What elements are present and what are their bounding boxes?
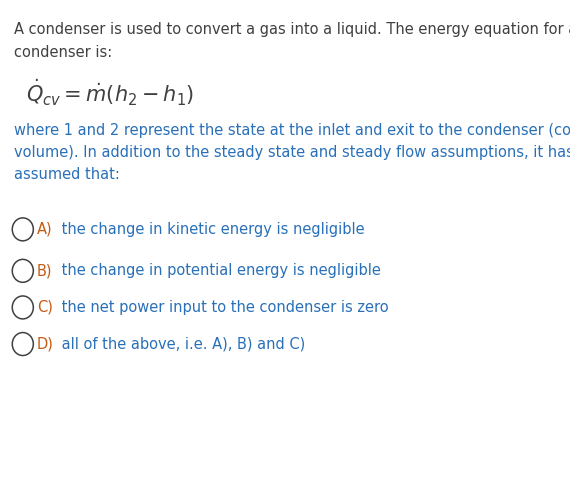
Text: the change in kinetic energy is negligible: the change in kinetic energy is negligib… (57, 222, 365, 237)
Text: volume). In addition to the steady state and steady flow assumptions, it has bee: volume). In addition to the steady state… (14, 145, 570, 160)
Text: the net power input to the condenser is zero: the net power input to the condenser is … (57, 300, 389, 315)
Text: where 1 and 2 represent the state at the inlet and exit to the condenser (contro: where 1 and 2 represent the state at the… (14, 123, 570, 138)
Text: assumed that:: assumed that: (14, 167, 120, 182)
Text: condenser is:: condenser is: (14, 45, 112, 60)
Text: all of the above, i.e. A), B) and C): all of the above, i.e. A), B) and C) (57, 337, 306, 351)
Text: C): C) (37, 300, 53, 315)
Text: the change in potential energy is negligible: the change in potential energy is neglig… (57, 264, 381, 278)
Text: B): B) (37, 264, 52, 278)
Text: $\dot{Q}_{cv} = \dot{m}(h_2 - h_1)$: $\dot{Q}_{cv} = \dot{m}(h_2 - h_1)$ (26, 78, 194, 108)
Text: D): D) (37, 337, 54, 351)
Text: A condenser is used to convert a gas into a liquid. The energy equation for a: A condenser is used to convert a gas int… (14, 22, 570, 37)
Text: A): A) (37, 222, 52, 237)
